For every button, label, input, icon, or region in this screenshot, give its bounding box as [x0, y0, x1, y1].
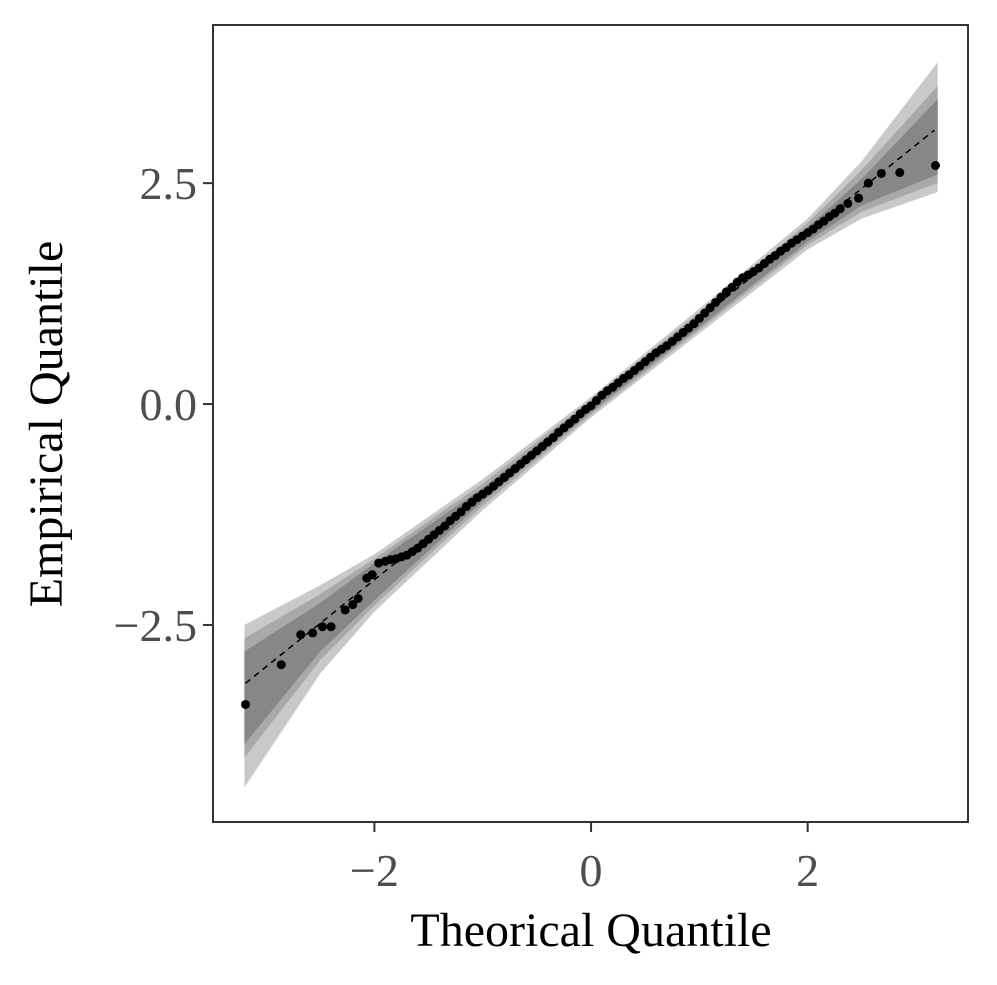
data-point	[308, 628, 318, 638]
data-point	[317, 622, 327, 632]
data-point	[348, 600, 358, 610]
data-point	[296, 630, 306, 640]
data-point	[367, 570, 377, 580]
confidence-band	[244, 85, 938, 758]
data-point	[931, 160, 941, 170]
x-tick-label: −2	[350, 845, 399, 896]
data-point	[340, 605, 350, 615]
data-point	[876, 168, 886, 178]
x-axis-title: Theorical Quantile	[410, 904, 771, 957]
x-tick-label: 2	[796, 845, 819, 896]
y-tick-label: 0.0	[140, 379, 198, 430]
data-point	[854, 193, 864, 203]
y-tick-label: 2.5	[140, 158, 198, 209]
confidence-band	[244, 62, 938, 788]
x-tick-label: 0	[580, 845, 603, 896]
data-point	[863, 178, 873, 188]
data-point	[326, 622, 336, 632]
data-point	[353, 593, 363, 603]
data-point	[240, 699, 250, 709]
y-tick-label: −2.5	[114, 600, 197, 651]
y-axis-title: Empirical Quantile	[20, 241, 73, 608]
data-point	[276, 660, 286, 670]
data-point	[843, 198, 853, 208]
plot-border	[212, 24, 969, 823]
data-point	[895, 168, 905, 178]
data-point	[835, 204, 845, 214]
